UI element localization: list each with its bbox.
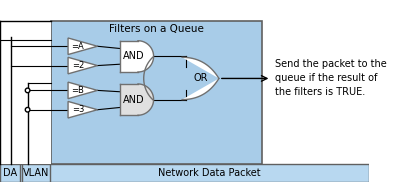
Wedge shape: [138, 84, 154, 115]
Polygon shape: [182, 57, 219, 100]
Bar: [120, 41, 138, 72]
Bar: [51, 21, 262, 164]
Text: Filters on a Queue: Filters on a Queue: [109, 24, 204, 34]
Text: =B: =B: [71, 86, 84, 95]
Bar: [22, 164, 50, 182]
Wedge shape: [138, 41, 154, 72]
Text: =3: =3: [72, 105, 84, 114]
Bar: [0, 21, 51, 164]
Polygon shape: [68, 101, 97, 118]
Polygon shape: [68, 57, 97, 74]
Text: AND: AND: [123, 95, 144, 105]
Text: =A: =A: [71, 42, 84, 51]
Text: Network Data Packet: Network Data Packet: [158, 168, 261, 178]
Text: Send the packet to the
queue if the result of
the filters is TRUE.: Send the packet to the queue if the resu…: [275, 59, 387, 97]
Text: OR: OR: [193, 74, 208, 83]
Text: VLAN: VLAN: [23, 168, 49, 178]
Polygon shape: [68, 38, 97, 55]
Circle shape: [25, 88, 30, 93]
Bar: [120, 84, 138, 115]
Text: DA: DA: [3, 168, 17, 178]
Polygon shape: [68, 82, 97, 99]
Text: =2: =2: [72, 61, 84, 70]
Bar: [0, 164, 20, 182]
Text: AND: AND: [123, 51, 144, 61]
Circle shape: [25, 107, 30, 112]
Bar: [0, 164, 369, 182]
